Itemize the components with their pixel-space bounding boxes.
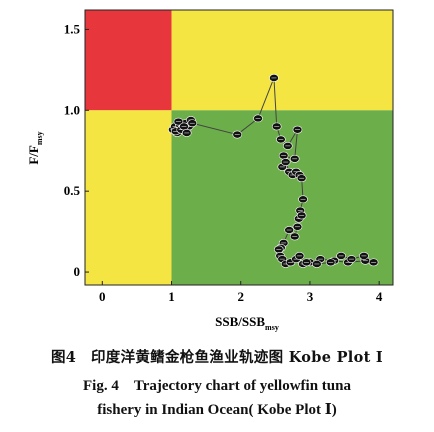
caption-chinese: 图4 印度洋黄鳍金枪鱼渔业轨迹图 Kobe Plot Ⅰ [50, 349, 383, 366]
x-tick-label: 2 [237, 289, 244, 304]
quadrant-overfished-only [85, 110, 172, 285]
y-axis-ticks: 0 0.5 1.0 1.5 [64, 21, 89, 279]
quadrant-overfished-overfishing [85, 10, 172, 111]
y-tick-label: 0 [74, 264, 81, 279]
caption-english-line1: Fig. 4 Trajectory chart of yellowfin tun… [82, 378, 351, 394]
caption-english-line2: fishery in Indian Ocean( Kobe Plot Ⅰ) [97, 402, 337, 418]
x-axis-label: SSB/SSBmsy [215, 314, 279, 332]
y-axis-label: F/Fmsy [26, 131, 44, 164]
x-tick-label: 1 [168, 289, 175, 304]
plot-frame [84, 9, 394, 286]
trajectory-series [168, 74, 379, 268]
x-tick-label: 4 [376, 289, 383, 304]
x-tick-label: 3 [307, 289, 314, 304]
y-tick-label: 0.5 [64, 183, 81, 198]
x-axis-ticks: 0 1 2 3 4 [99, 281, 383, 304]
quadrant-layer [85, 10, 393, 285]
x-tick-label: 0 [99, 289, 106, 304]
y-tick-label: 1.0 [64, 102, 80, 117]
quadrant-overfishing-only [171, 10, 393, 111]
y-tick-label: 1.5 [64, 21, 81, 36]
